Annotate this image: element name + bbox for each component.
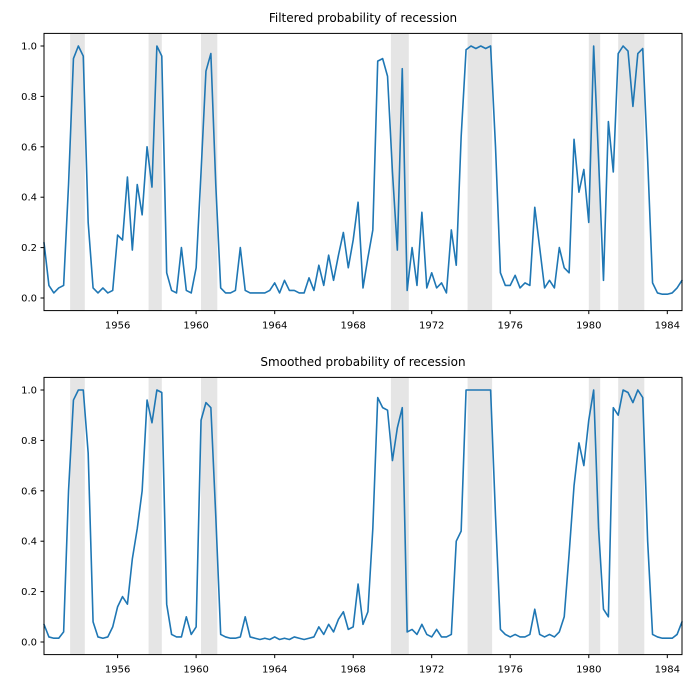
y-tick-label: 0.8 [21,436,37,447]
y-tick-label: 0.8 [21,92,37,103]
y-tick-label: 0.4 [21,193,37,204]
x-tick-label: 1968 [340,321,365,332]
chart-title-smoothed: Smoothed probability of recession [260,355,465,369]
recession-band [467,33,493,311]
filtered_recession_probability-line [43,45,683,296]
recession-band [148,377,162,655]
recession-band [618,33,645,311]
x-tick-label: 1964 [262,665,287,676]
x-tick-label: 1976 [497,665,522,676]
chart-title-filtered: Filtered probability of recession [269,11,457,25]
axes-frame [43,32,683,312]
y-tick-label: 0.2 [21,587,37,598]
y-tick-label: 1.0 [21,386,37,397]
x-tick-label: 1960 [183,321,208,332]
smoothed_recession_probability-line [43,389,683,641]
x-tick-label: 1972 [419,321,444,332]
recession-band [148,33,162,311]
y-tick-label: 0.0 [21,294,37,305]
x-tick-label: 1964 [262,321,287,332]
recession-band [390,377,409,655]
y-tick-label: 0.2 [21,243,37,254]
x-tick-label: 1972 [419,665,444,676]
recession-band [618,377,645,655]
y-tick-label: 0.0 [21,638,37,649]
x-tick-label: 1980 [576,321,601,332]
recession-band [588,377,601,655]
recession-band [588,33,601,311]
axes-frame [43,376,683,656]
y-tick-label: 0.6 [21,486,37,497]
x-tick-label: 1956 [105,321,130,332]
recession-band [467,377,493,655]
x-tick-label: 1968 [340,665,365,676]
x-tick-label: 1984 [655,321,680,332]
recession-band [70,33,85,311]
smoothed-probability-chart: 1956 1960 1964 1968 1972 1976 1980 1984 0.0 0.2 0.… [21,355,683,676]
x-tick-label: 1980 [576,665,601,676]
x-tick-label: 1956 [105,665,130,676]
filtered-probability-chart: 1956 1960 1964 1968 1972 1976 1980 1984 0.0 0.2 0.… [21,11,683,332]
recession-band [70,377,85,655]
x-tick-label: 1960 [183,665,208,676]
y-tick-label: 0.6 [21,142,37,153]
y-tick-label: 0.4 [21,537,37,548]
x-tick-label: 1976 [497,321,522,332]
recession-band [201,377,218,655]
x-tick-label: 1984 [655,665,680,676]
y-tick-label: 1.0 [21,42,37,53]
